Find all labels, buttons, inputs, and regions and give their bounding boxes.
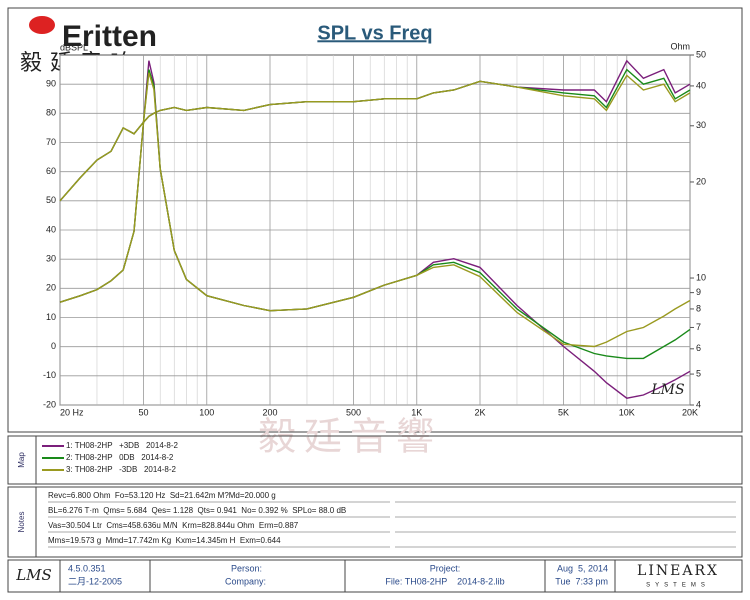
y-tick-label: 80 — [46, 108, 56, 118]
footer-brand-sub: SYSTEMS — [646, 583, 710, 589]
footer — [7, 559, 743, 593]
y-tick-label: 60 — [46, 166, 56, 176]
note-line: Mms=19.573 g Mmd=17.742m Kg Kxm=14.345m … — [48, 536, 281, 545]
y-tick-label: 0 — [51, 341, 56, 351]
y2-tick-label: 6 — [696, 343, 701, 353]
y2-tick-label: 7 — [696, 322, 701, 332]
x-tick-label: 20 Hz — [60, 407, 84, 417]
footer-brand: LINEARX — [637, 563, 719, 579]
x-tick-label: 100 — [199, 407, 214, 417]
x-tick-label: 50 — [139, 407, 149, 417]
legend-entry: 3: TH08-2HP -3DB 2014-8-2 — [66, 465, 177, 474]
legend-panel — [7, 435, 743, 485]
note-line: Vas=30.504 Ltr Cms=458.636u M/N Krm=828.… — [48, 521, 299, 530]
y2-tick-label: 20 — [696, 176, 706, 186]
footer-project: Project: — [430, 563, 461, 573]
notes-panel-label: Notes — [17, 512, 26, 533]
y2-tick-label: 30 — [696, 120, 706, 130]
note-line: Revc=6.800 Ohm Fo=53.120 Hz Sd=21.642m M… — [48, 491, 276, 500]
impedance-line — [59, 72, 691, 348]
x-tick-label: 200 — [262, 407, 277, 417]
x-tick-label: 500 — [346, 407, 361, 417]
legend-entry: 1: TH08-2HP +3DB 2014-8-2 — [66, 441, 179, 450]
logo-brand: Eritten — [62, 20, 157, 53]
chart-title: SPL vs Freq — [317, 22, 432, 44]
legend-panel-label: Map — [17, 452, 26, 468]
notes-panel — [7, 486, 743, 558]
y-tick-label: 20 — [46, 283, 56, 293]
footer-date: Aug 5, 2014 — [557, 563, 608, 573]
logo-swoosh — [29, 16, 55, 34]
y2-axis-label: Ohm — [670, 41, 690, 51]
y-tick-label: -20 — [43, 399, 56, 409]
footer-logo: LMS — [15, 566, 52, 584]
note-line: BL=6.276 T·m Qms= 5.684 Qes= 1.128 Qts= … — [48, 506, 346, 515]
y2-tick-label: 5 — [696, 368, 701, 378]
y2-tick-label: 10 — [696, 272, 706, 282]
x-tick-label: 20K — [682, 407, 698, 417]
y-tick-label: 50 — [46, 195, 56, 205]
y-tick-label: 10 — [46, 312, 56, 322]
footer-build-date: 二月-12-2005 — [68, 576, 122, 586]
y2-tick-label: 8 — [696, 303, 701, 313]
footer-person: Person: — [231, 563, 262, 573]
y-tick-label: 30 — [46, 254, 56, 264]
x-tick-label: 10K — [619, 407, 635, 417]
x-tick-label: 1K — [411, 407, 422, 417]
footer-file: File: TH08-2HP 2014-8-2.lib — [385, 576, 504, 586]
x-tick-label: 2K — [474, 407, 485, 417]
footer-time: Tue 7:33 pm — [555, 576, 608, 586]
y2-tick-label: 50 — [696, 49, 706, 59]
legend-entry: 2: TH08-2HP 0DB 2014-8-2 — [66, 453, 174, 462]
y2-tick-label: 40 — [696, 80, 706, 90]
footer-company: Company: — [225, 576, 266, 586]
x-tick-label: 5K — [558, 407, 569, 417]
y2-tick-label: 4 — [696, 399, 701, 409]
spl-line — [59, 74, 691, 202]
y-tick-label: 40 — [46, 224, 56, 234]
y-tick-label: 90 — [46, 79, 56, 89]
footer-version: 4.5.0.351 — [68, 563, 106, 573]
annotation: LMS — [650, 382, 684, 398]
y-tick-label: 70 — [46, 137, 56, 147]
chart-frame — [7, 7, 743, 433]
y2-tick-label: 9 — [696, 287, 701, 297]
y-axis-label: dBSPL — [60, 42, 88, 52]
y-tick-label: -10 — [43, 370, 56, 380]
